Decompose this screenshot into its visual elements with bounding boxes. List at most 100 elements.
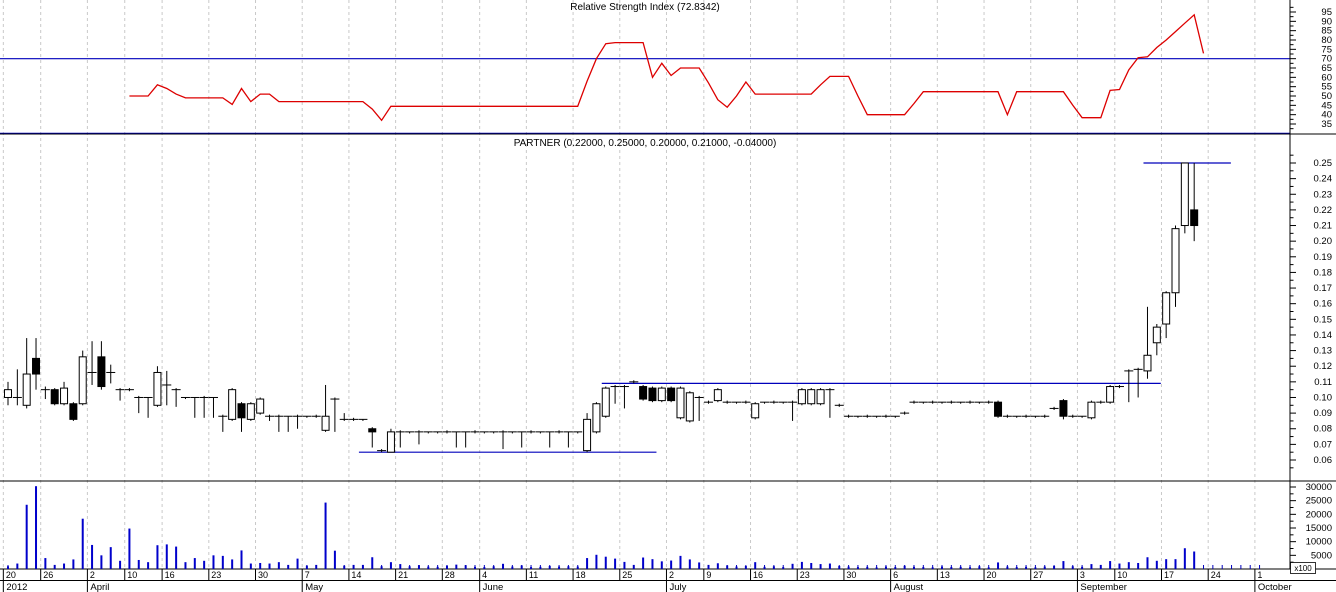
axis-tick-label: 0.07 <box>1314 439 1333 450</box>
volume-bar <box>614 558 617 569</box>
volume-bar <box>119 560 122 569</box>
volume-bar <box>1146 557 1149 569</box>
axis-tick-label: 50 <box>1321 91 1332 102</box>
volume-bar <box>670 560 673 569</box>
day-label: 24 <box>1211 570 1221 580</box>
axis-tick-label: 55 <box>1321 82 1332 93</box>
volume-bar <box>91 544 94 569</box>
day-label: 7 <box>305 570 310 580</box>
axis-tick-label: 0.16 <box>1314 299 1333 310</box>
volume-bar <box>193 558 196 569</box>
axis-tick-label: 0.14 <box>1314 330 1333 341</box>
axis-tick-label: 5000 <box>1311 550 1332 561</box>
month-label: September <box>1080 582 1126 592</box>
volume-unit-label: x100 <box>1294 564 1312 573</box>
volume-bar <box>371 557 374 569</box>
volume-bar <box>642 557 645 569</box>
day-label: 26 <box>43 570 53 580</box>
candle-body <box>69 403 78 420</box>
candle-body <box>751 403 760 419</box>
day-label: 2 <box>669 570 674 580</box>
axis-tick-label: 95 <box>1321 7 1332 18</box>
candle-body <box>1106 386 1115 403</box>
candle-body <box>60 387 69 405</box>
day-label: 16 <box>165 570 175 580</box>
candle-body <box>1171 228 1180 294</box>
volume-bar <box>688 559 691 569</box>
day-label: 11 <box>529 570 538 580</box>
volume-bar <box>175 546 178 569</box>
axis-tick-label: 25000 <box>1306 496 1332 507</box>
volume-bar <box>221 555 224 569</box>
day-label: 18 <box>576 570 586 580</box>
axis-tick-label: 0.22 <box>1314 205 1333 216</box>
axis-tick-label: 20000 <box>1306 509 1332 520</box>
day-label: 21 <box>398 570 408 580</box>
candle-body <box>1190 209 1199 227</box>
volume-bar <box>81 518 84 569</box>
candle-body <box>97 356 106 388</box>
axis-tick-label: 45 <box>1321 100 1332 111</box>
day-label: 14 <box>351 570 361 580</box>
month-label: April <box>90 582 109 592</box>
day-label: 25 <box>622 570 632 580</box>
month-label: June <box>483 582 504 592</box>
candle-body <box>639 386 648 400</box>
axis-tick-label: 0.24 <box>1314 174 1333 185</box>
volume-bar <box>25 504 28 569</box>
volume-bar <box>586 558 589 569</box>
day-label: 23 <box>800 570 810 580</box>
volume-bar <box>651 559 654 569</box>
volume-bar <box>44 558 47 569</box>
volume-bar <box>203 560 206 569</box>
volume-bar <box>72 559 75 569</box>
candle-body <box>1162 292 1171 325</box>
axis-tick-label: 0.10 <box>1314 392 1333 403</box>
volume-bar <box>1174 559 1177 569</box>
candle-body <box>816 389 825 405</box>
day-label: 4 <box>482 570 487 580</box>
candle-body <box>153 371 162 406</box>
axis-tick-label: 75 <box>1321 44 1332 55</box>
axis-tick-label: 0.19 <box>1314 252 1333 263</box>
axis-tick-label: 70 <box>1321 54 1332 65</box>
axis-tick-label: 0.20 <box>1314 236 1333 247</box>
volume-bar <box>35 486 38 569</box>
candle-body <box>797 389 806 405</box>
volume-unit-box <box>1290 562 1316 574</box>
axis-tick-label: 80 <box>1321 35 1332 46</box>
candle-body <box>1180 162 1189 227</box>
axis-tick-label: 0.09 <box>1314 408 1333 419</box>
candle-body <box>22 373 31 406</box>
axis-tick-label: 0.13 <box>1314 346 1333 357</box>
volume-bar <box>333 550 336 569</box>
axis-tick-label: 0.23 <box>1314 189 1333 200</box>
volume-bar <box>1183 548 1186 569</box>
axis-tick-label: 0.12 <box>1314 361 1333 372</box>
volume-bar <box>1193 551 1196 569</box>
candle-body <box>592 403 601 433</box>
candle-body <box>1143 354 1152 372</box>
candle-body <box>1059 400 1068 417</box>
day-label: 23 <box>211 570 221 580</box>
day-label: 17 <box>1164 570 1174 580</box>
volume-bar <box>156 545 159 569</box>
candle-body <box>713 389 722 402</box>
axis-tick-label: 15000 <box>1306 523 1332 534</box>
axis-tick-label: 30000 <box>1306 482 1332 493</box>
axis-tick-label: 65 <box>1321 63 1332 74</box>
volume-bar <box>296 558 299 569</box>
volume-bar <box>604 556 607 569</box>
candle-body <box>228 389 237 420</box>
axis-tick-label: 40 <box>1321 110 1332 121</box>
axis-tick-label: 90 <box>1321 16 1332 27</box>
candle-body <box>583 418 592 452</box>
volume-bar <box>679 555 682 569</box>
month-label: October <box>1258 582 1292 592</box>
day-label: 6 <box>893 570 898 580</box>
day-label: 30 <box>846 570 856 580</box>
volume-bar <box>137 559 140 569</box>
volume-bar <box>165 544 168 569</box>
volume-bar <box>212 555 215 569</box>
